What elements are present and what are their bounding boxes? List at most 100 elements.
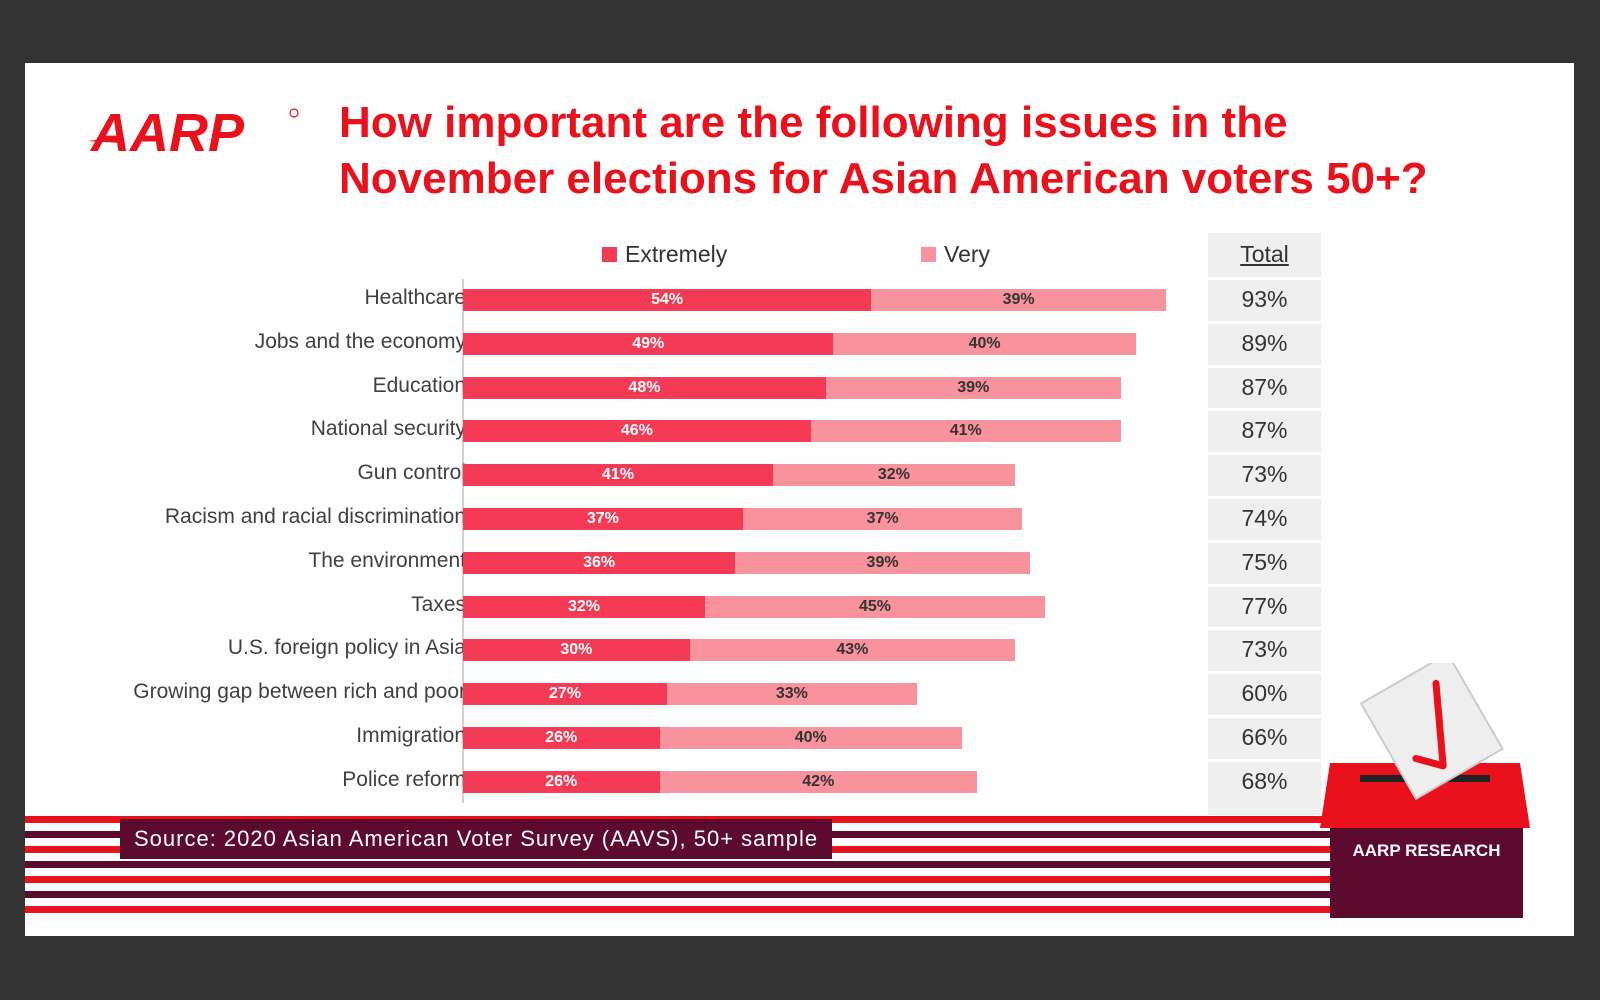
bar-extremely-u-s-foreign-policy-in-asia (463, 639, 690, 662)
data-label-very-immigration: 40% (794, 729, 827, 746)
bar-very-healthcare (871, 289, 1167, 311)
category-label-police-reform: Police reform (342, 767, 466, 791)
aarp-research-label: AARP RESEARCH (1352, 841, 1501, 860)
legend-swatch-extremely (602, 247, 617, 262)
total-value-healthcare: 93% (1241, 286, 1288, 312)
data-label-extremely-the-environment: 36% (583, 553, 616, 571)
aarp-logo: AARP (87, 103, 299, 163)
data-label-very-education: 39% (957, 378, 990, 396)
data-label-extremely-immigration: 26% (545, 729, 578, 746)
chart-axis-line (462, 279, 464, 803)
total-value-taxes: 77% (1241, 592, 1288, 619)
data-label-very-healthcare: 39% (1002, 291, 1035, 308)
total-value-growing-gap-between-rich-and-poor: 60% (1241, 680, 1288, 707)
bar-extremely-taxes (463, 595, 705, 618)
aarp-logo-text: AARP (89, 103, 245, 163)
category-label-the-environment: The environment (308, 548, 466, 572)
total-separator (1208, 758, 1321, 762)
total-separator (1208, 715, 1321, 718)
title-line-1: How important are the following issues i… (339, 98, 1288, 147)
category-label-taxes: Taxes (411, 592, 466, 616)
title-line-2: November elections for Asian American vo… (339, 154, 1428, 203)
data-label-extremely-national-security: 46% (620, 422, 653, 440)
total-value-u-s-foreign-policy-in-asia: 73% (1241, 636, 1288, 663)
category-label-immigration: Immigration (356, 724, 466, 747)
bar-extremely-the-environment (463, 551, 736, 574)
data-label-extremely-taxes: 32% (567, 597, 600, 615)
bar-extremely-gun-control (463, 464, 773, 487)
total-value-immigration: 66% (1241, 724, 1288, 750)
bar-very-education (825, 376, 1121, 399)
data-label-extremely-education: 48% (628, 378, 661, 396)
bar-very-national-security (810, 420, 1121, 443)
category-label-u-s-foreign-policy-in-asia: U.S. foreign policy in Asia (227, 636, 466, 660)
category-label-healthcare: Healthcare (364, 286, 466, 309)
legend-label-very: Very (944, 241, 991, 267)
footer-stripe (25, 906, 1335, 913)
data-label-extremely-u-s-foreign-policy-in-asia: 30% (560, 641, 593, 659)
total-separator (1208, 408, 1321, 412)
data-label-extremely-police-reform: 26% (545, 772, 578, 790)
data-label-extremely-jobs-and-the-economy: 49% (632, 334, 665, 352)
bar-very-gun-control (772, 464, 1015, 487)
bar-very-jobs-and-the-economy (833, 332, 1136, 355)
total-separator (1208, 671, 1321, 675)
legend-extremely: Extremely (602, 241, 727, 268)
legend-swatch-very (921, 247, 936, 262)
total-value-gun-control: 73% (1241, 461, 1288, 488)
footer-stripe (25, 891, 1335, 898)
data-label-extremely-growing-gap-between-rich-and-poor: 27% (549, 685, 582, 703)
total-value-jobs-and-the-economy: 89% (1241, 329, 1288, 356)
total-column: Total 93% 89% 87% 87% 73% 74% 75% 77% 73% 60% 66% 6… (1208, 233, 1321, 815)
data-label-very-the-environment: 39% (866, 553, 899, 571)
data-label-very-racism-and-racial-discrimination: 37% (866, 510, 899, 527)
total-separator (1208, 583, 1321, 587)
source-note: Source: 2020 Asian American Voter Survey… (120, 819, 833, 859)
legend-label-extremely: Extremely (625, 241, 728, 267)
ballot-box-icon (1320, 663, 1530, 918)
page-title: How important are the following issues i… (339, 95, 1549, 207)
total-separator (1208, 320, 1321, 324)
bar-extremely-healthcare (463, 289, 872, 311)
category-label-gun-control: Gun control (357, 461, 466, 485)
data-label-very-jobs-and-the-economy: 40% (968, 334, 1001, 352)
bar-extremely-education (463, 376, 826, 399)
bar-extremely-immigration (463, 727, 660, 749)
bar-very-immigration (659, 727, 962, 749)
data-label-extremely-gun-control: 41% (601, 466, 634, 484)
data-label-extremely-racism-and-racial-discrimination: 37% (586, 510, 619, 527)
total-value-police-reform: 68% (1241, 767, 1288, 794)
total-header: Total (1240, 241, 1289, 267)
data-label-extremely-healthcare: 54% (651, 291, 684, 308)
slide: AARP How important are the following iss… (25, 63, 1574, 936)
category-label-jobs-and-the-economy: Jobs and the economy (254, 329, 466, 353)
bar-very-u-s-foreign-policy-in-asia (689, 639, 1015, 662)
data-label-very-taxes: 45% (858, 597, 892, 615)
data-label-very-gun-control: 32% (877, 466, 910, 484)
bar-extremely-racism-and-racial-discrimination (463, 508, 743, 530)
total-separator (1208, 452, 1321, 456)
bar-very-taxes (704, 595, 1046, 618)
total-separator (1208, 539, 1321, 543)
total-value-racism-and-racial-discrimination: 74% (1241, 505, 1288, 531)
total-separator (1208, 627, 1321, 631)
data-label-very-national-security: 41% (949, 422, 982, 440)
category-label-education: Education (372, 373, 466, 397)
total-value-national-security: 87% (1241, 417, 1288, 444)
category-label-racism-and-racial-discrimination: Racism and racial discrimination (164, 505, 466, 528)
bar-very-racism-and-racial-discrimination (742, 508, 1023, 530)
legend-very: Very (921, 241, 990, 268)
bar-very-growing-gap-between-rich-and-poor (667, 683, 917, 706)
total-value-education: 87% (1241, 373, 1288, 400)
bar-very-the-environment (735, 551, 1030, 574)
total-value-the-environment: 75% (1241, 548, 1288, 575)
bar-extremely-growing-gap-between-rich-and-poor (463, 683, 668, 706)
category-label-growing-gap-between-rich-and-poor: Growing gap between rich and poor (133, 680, 466, 704)
bar-extremely-police-reform (463, 770, 660, 793)
bar-extremely-jobs-and-the-economy (463, 332, 834, 355)
data-label-very-police-reform: 42% (802, 772, 835, 790)
footer-stripe (25, 861, 1335, 868)
footer-stripe (25, 876, 1335, 883)
bar-very-police-reform (659, 770, 978, 793)
total-separator (1208, 277, 1321, 280)
